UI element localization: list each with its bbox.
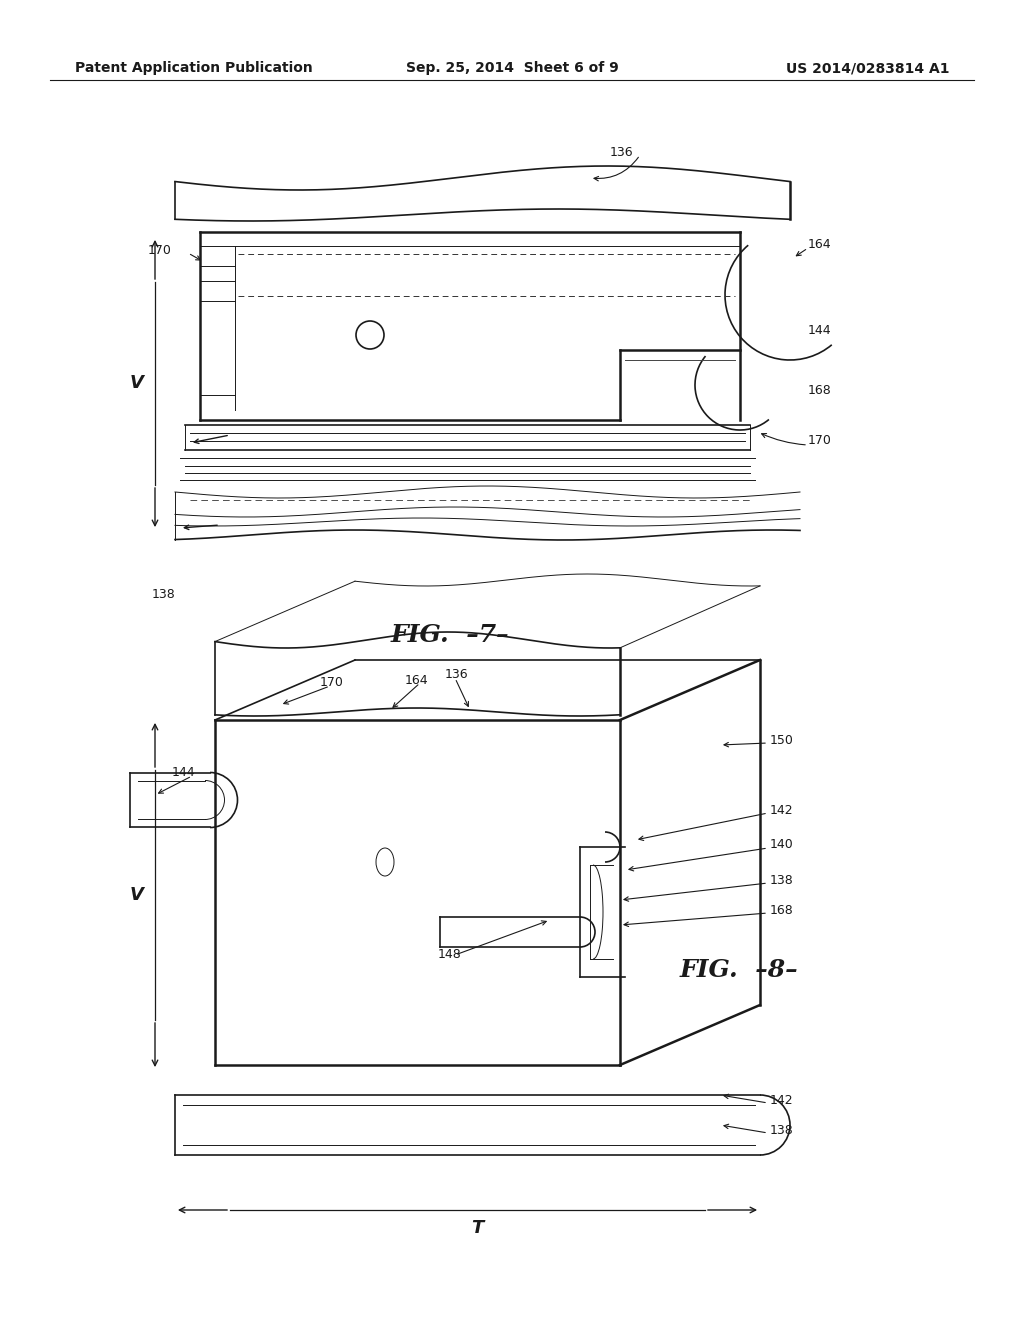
Text: 138: 138 [770, 1123, 794, 1137]
Text: 138: 138 [152, 589, 176, 602]
Text: 142: 142 [770, 804, 794, 817]
Text: 170: 170 [148, 243, 172, 256]
Text: Patent Application Publication: Patent Application Publication [75, 61, 312, 75]
Text: 144: 144 [171, 767, 195, 780]
Text: 142: 142 [770, 1093, 794, 1106]
Text: 168: 168 [808, 384, 831, 396]
Text: 164: 164 [406, 673, 429, 686]
Text: 168: 168 [770, 903, 794, 916]
Text: 136: 136 [610, 145, 634, 158]
Text: FIG.  –7–: FIG. –7– [391, 623, 509, 647]
Text: 140: 140 [770, 838, 794, 851]
Text: V: V [130, 375, 144, 392]
Text: 138: 138 [770, 874, 794, 887]
Text: 148: 148 [438, 949, 462, 961]
Text: T: T [471, 1218, 483, 1237]
Text: 144: 144 [808, 323, 831, 337]
Text: FIG.  –8–: FIG. –8– [680, 958, 799, 982]
Text: 164: 164 [808, 239, 831, 252]
Text: V: V [130, 886, 144, 904]
Text: Sep. 25, 2014  Sheet 6 of 9: Sep. 25, 2014 Sheet 6 of 9 [406, 61, 618, 75]
Text: 170: 170 [319, 676, 344, 689]
Text: US 2014/0283814 A1: US 2014/0283814 A1 [786, 61, 950, 75]
Text: 170: 170 [808, 433, 831, 446]
Text: 150: 150 [770, 734, 794, 747]
Text: 136: 136 [445, 668, 469, 681]
